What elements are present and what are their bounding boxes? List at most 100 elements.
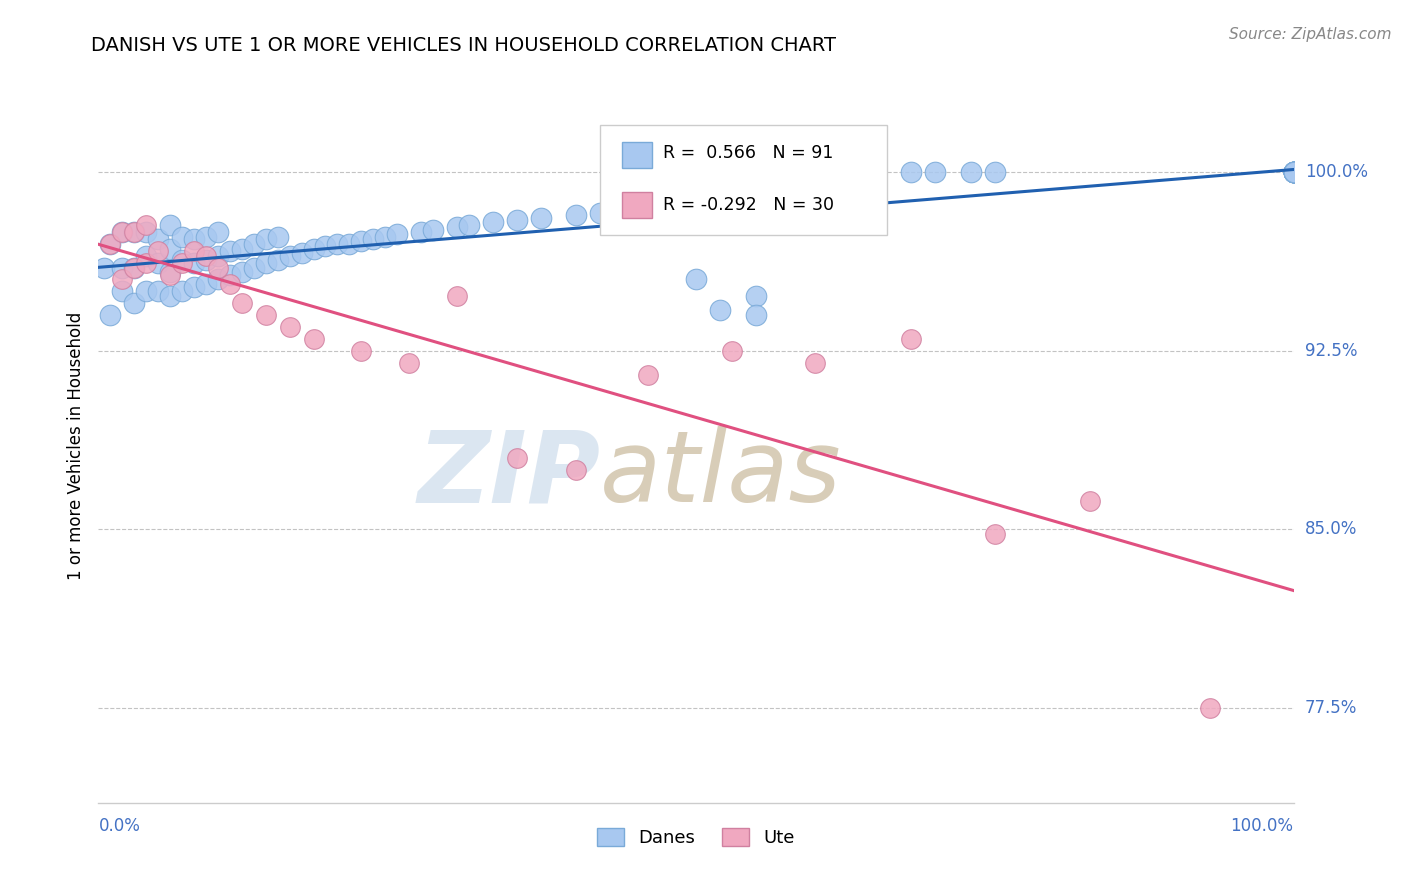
Point: [267, 229, 290, 244]
Text: R = -0.292   N = 30: R = -0.292 N = 30: [662, 196, 834, 214]
Point: [685, 272, 707, 286]
Point: [124, 260, 146, 275]
Point: [481, 215, 505, 229]
Text: R =  0.566   N = 91: R = 0.566 N = 91: [662, 145, 832, 162]
Point: [254, 232, 277, 246]
Point: [1282, 165, 1305, 179]
Point: [745, 289, 768, 303]
Point: [231, 265, 253, 279]
Point: [745, 308, 768, 322]
Point: [589, 206, 612, 220]
Point: [422, 222, 444, 236]
Point: [721, 343, 744, 358]
Point: [124, 225, 146, 239]
Point: [804, 165, 827, 179]
Point: [98, 236, 122, 251]
Point: [1282, 165, 1305, 179]
Point: [172, 253, 194, 268]
Point: [148, 256, 170, 270]
FancyBboxPatch shape: [621, 142, 652, 168]
Point: [195, 249, 218, 263]
Point: [219, 244, 242, 258]
Point: [98, 236, 122, 251]
Point: [219, 277, 242, 292]
Point: [267, 253, 290, 268]
Point: [1080, 493, 1102, 508]
Point: [780, 165, 803, 179]
Point: [709, 303, 731, 318]
Y-axis label: 1 or more Vehicles in Household: 1 or more Vehicles in Household: [66, 312, 84, 580]
Text: 85.0%: 85.0%: [1305, 520, 1357, 538]
Point: [685, 196, 707, 211]
Point: [207, 225, 229, 239]
Point: [183, 244, 205, 258]
Point: [159, 218, 181, 232]
Point: [195, 277, 218, 292]
Point: [1282, 165, 1305, 179]
Point: [661, 199, 683, 213]
Point: [111, 225, 134, 239]
Point: [93, 260, 115, 275]
Point: [565, 208, 588, 222]
Point: [385, 227, 409, 242]
Point: [135, 256, 157, 270]
Point: [135, 218, 157, 232]
Point: [1282, 165, 1305, 179]
Point: [278, 320, 301, 334]
Point: [841, 165, 863, 179]
Point: [183, 256, 205, 270]
Point: [1199, 700, 1222, 714]
Point: [243, 236, 266, 251]
Point: [339, 236, 361, 251]
Point: [111, 285, 134, 299]
Point: [363, 232, 385, 246]
Point: [195, 229, 218, 244]
Point: [98, 308, 122, 322]
Point: [135, 225, 157, 239]
Point: [231, 296, 253, 310]
Point: [159, 268, 181, 282]
Point: [446, 289, 468, 303]
Point: [278, 249, 301, 263]
Point: [900, 165, 922, 179]
FancyBboxPatch shape: [621, 192, 652, 218]
Point: [124, 225, 146, 239]
Point: [183, 232, 205, 246]
Point: [207, 249, 229, 263]
Point: [530, 211, 553, 225]
Text: DANISH VS UTE 1 OR MORE VEHICLES IN HOUSEHOLD CORRELATION CHART: DANISH VS UTE 1 OR MORE VEHICLES IN HOUS…: [91, 36, 837, 54]
Point: [111, 260, 134, 275]
Point: [1282, 165, 1305, 179]
Point: [637, 201, 659, 215]
Point: [1282, 165, 1305, 179]
Point: [1282, 165, 1305, 179]
Point: [111, 272, 134, 286]
Point: [254, 308, 277, 322]
Point: [207, 272, 229, 286]
Point: [1282, 165, 1305, 179]
Point: [254, 256, 277, 270]
Point: [960, 165, 983, 179]
Point: [350, 343, 373, 358]
Point: [172, 256, 194, 270]
Point: [135, 285, 157, 299]
Point: [159, 265, 181, 279]
Point: [326, 236, 349, 251]
Point: [446, 220, 468, 235]
Text: 92.5%: 92.5%: [1305, 342, 1357, 359]
Point: [1282, 165, 1305, 179]
Point: [924, 165, 946, 179]
Point: [1282, 165, 1305, 179]
Point: [302, 332, 325, 346]
Point: [506, 213, 529, 227]
Point: [291, 246, 314, 260]
Point: [458, 218, 481, 232]
Point: [637, 368, 659, 382]
Point: [159, 242, 181, 256]
Point: [172, 229, 194, 244]
Point: [219, 268, 242, 282]
Point: [148, 244, 170, 258]
Text: Source: ZipAtlas.com: Source: ZipAtlas.com: [1229, 27, 1392, 42]
Point: [183, 279, 205, 293]
Point: [398, 356, 420, 370]
